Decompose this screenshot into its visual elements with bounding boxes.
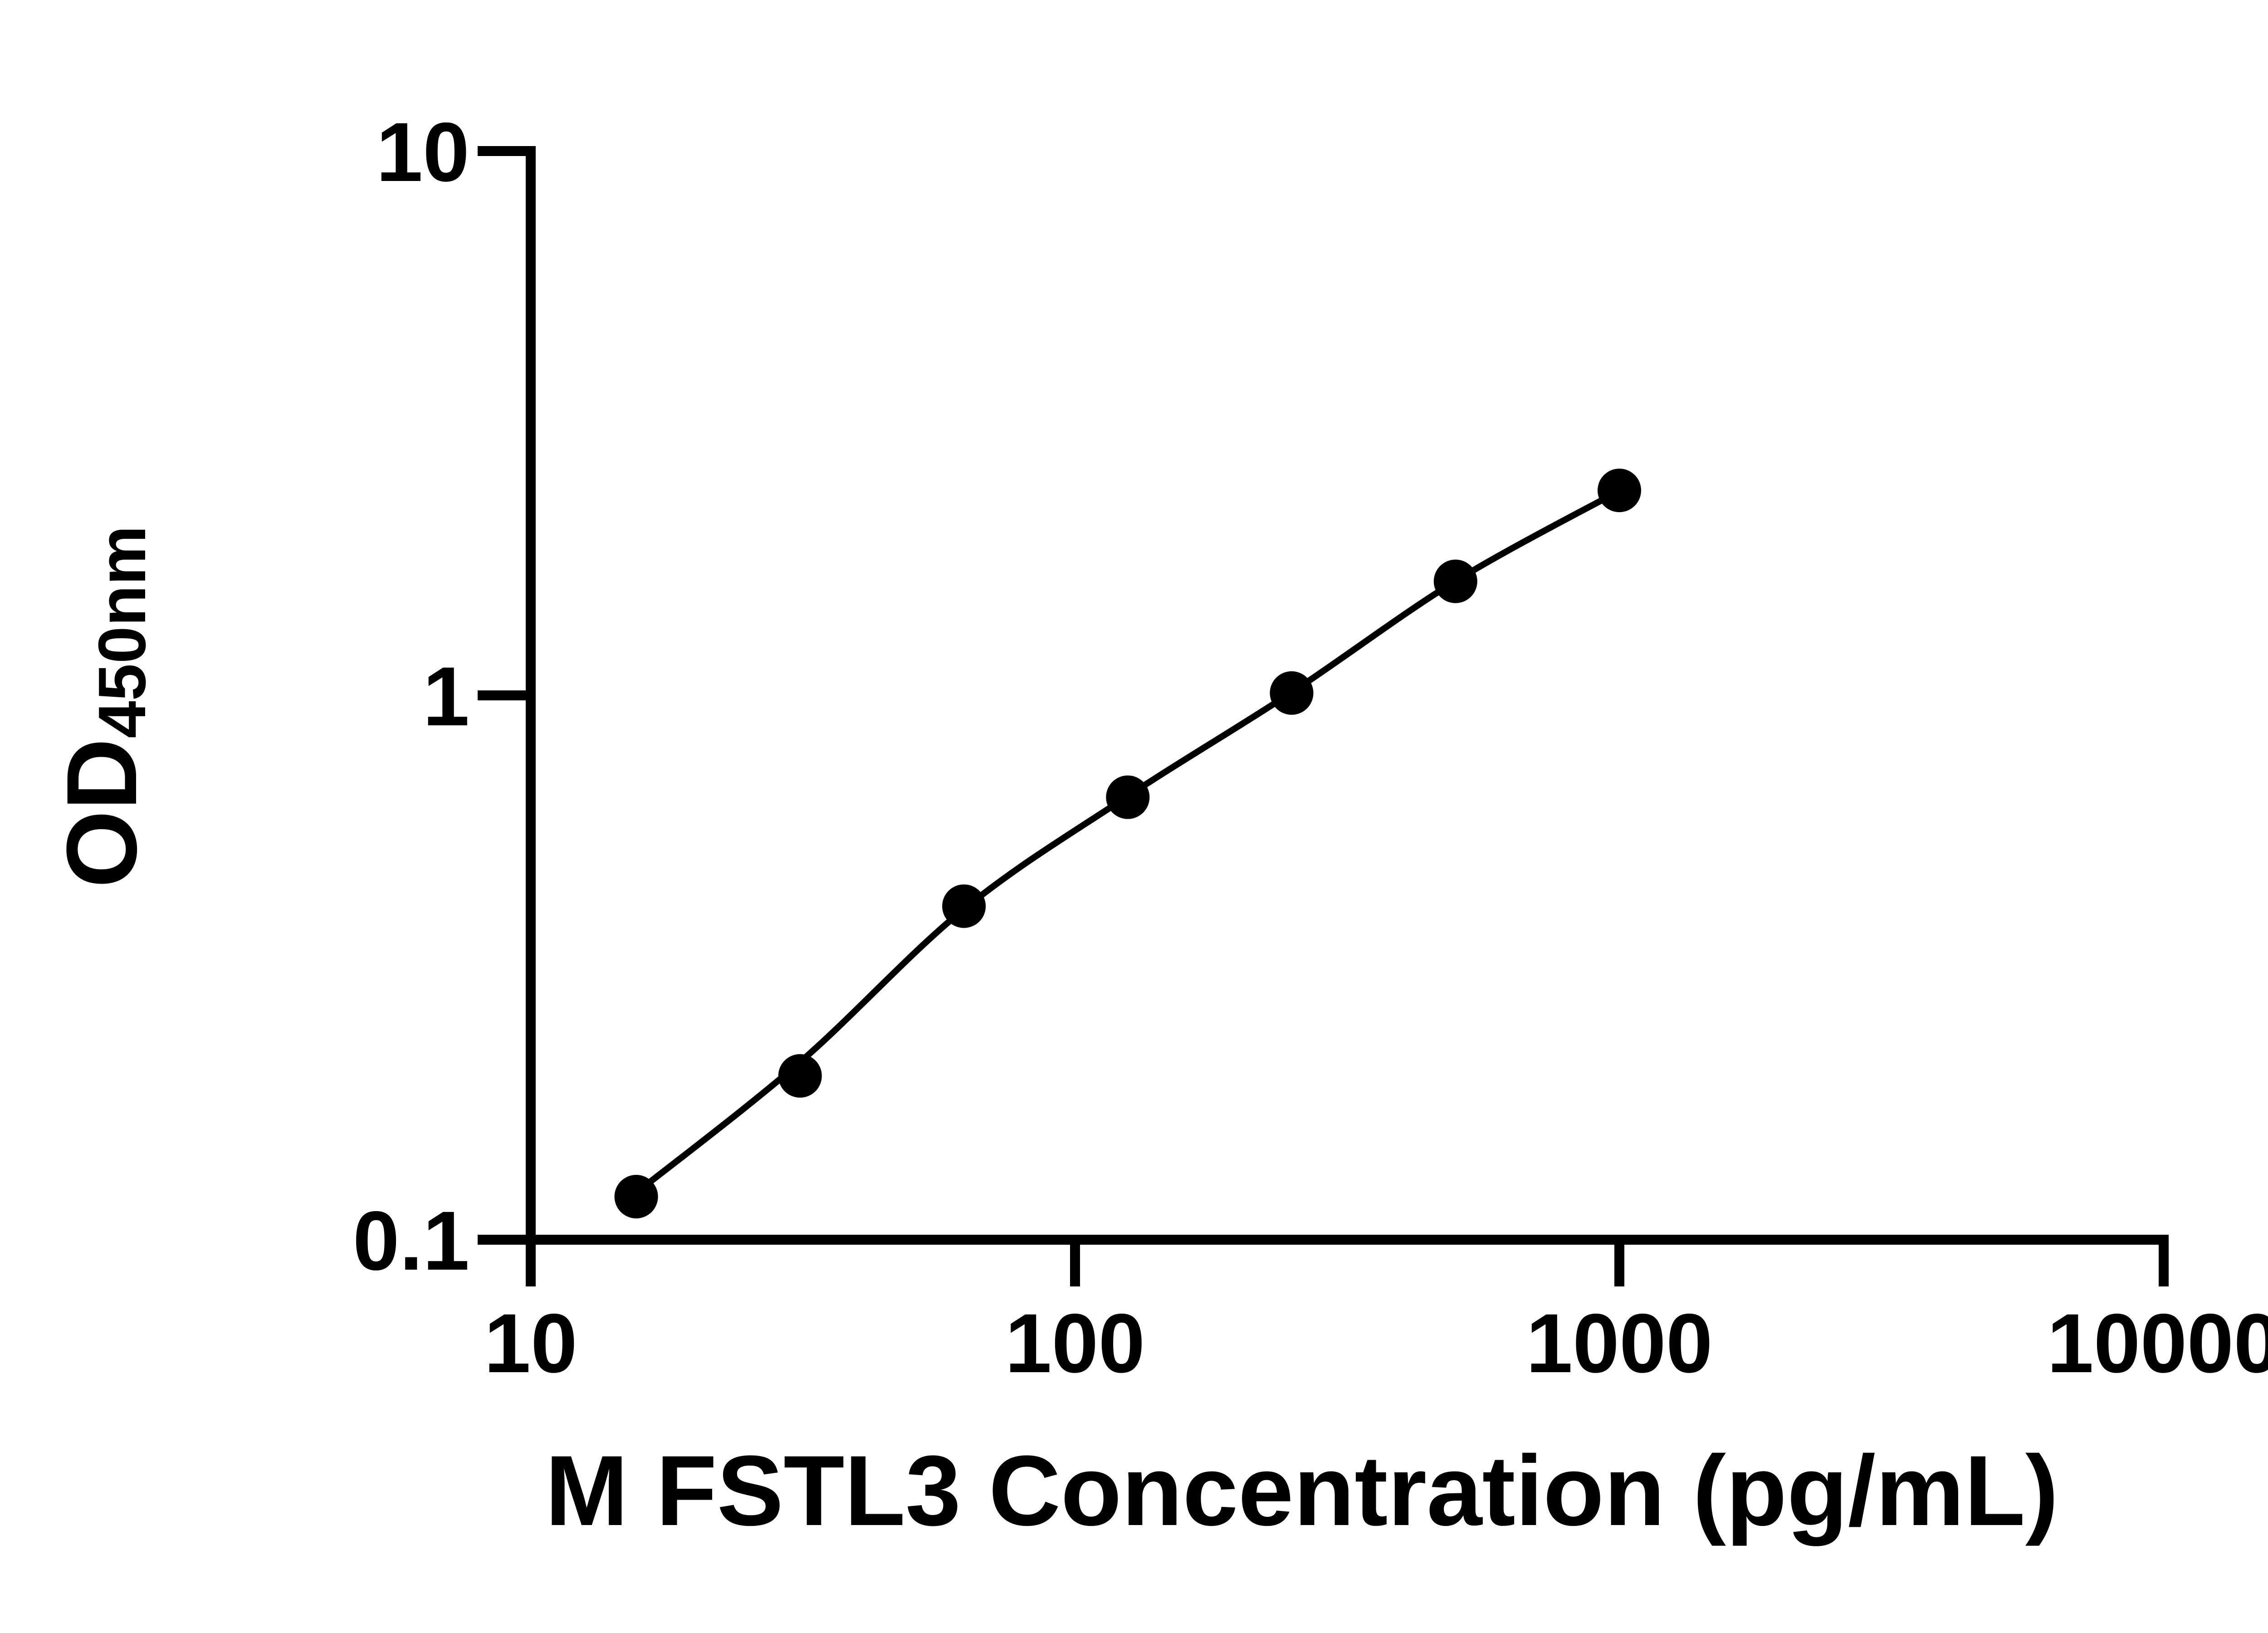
- axes: [526, 146, 2169, 1286]
- x-tick-label: 10000: [2047, 1297, 2268, 1390]
- y-axis-title: OD450nm: [46, 526, 160, 888]
- y-axis-title-main: OD: [46, 738, 157, 888]
- data-point: [1598, 469, 1641, 513]
- y-tick: [478, 146, 531, 156]
- x-tick-labels: 10 100 1000 10000: [484, 1297, 2268, 1390]
- y-axis-ticks: [478, 146, 531, 1245]
- data-point: [614, 1175, 658, 1218]
- data-point: [1433, 559, 1477, 603]
- x-tick-label: 10: [484, 1297, 577, 1390]
- x-tick: [526, 1240, 536, 1286]
- y-tick-label: 1: [423, 650, 469, 743]
- data-point: [1270, 671, 1314, 715]
- data-point: [778, 1054, 822, 1098]
- x-tick-label: 100: [1005, 1297, 1145, 1390]
- y-tick-label: 10: [376, 106, 469, 199]
- x-axis-ticks: [526, 1240, 2169, 1286]
- x-axis-line: [526, 1235, 2169, 1245]
- x-tick: [1614, 1240, 1624, 1286]
- x-tick: [2159, 1240, 2169, 1286]
- x-tick: [1070, 1240, 1080, 1286]
- data-points: [614, 469, 1641, 1218]
- x-tick-label: 1000: [1526, 1297, 1713, 1390]
- y-tick-label: 0.1: [353, 1194, 469, 1288]
- y-tick: [478, 690, 531, 700]
- y-axis-line: [526, 146, 536, 1286]
- x-axis-title: M FSTL3 Concentration (pg/mL): [545, 1435, 2058, 1546]
- y-axis-title-sub: 450nm: [85, 526, 160, 738]
- y-tick: [478, 1235, 531, 1245]
- data-point: [1106, 775, 1150, 819]
- y-tick-labels: 0.1 1 10: [353, 106, 469, 1288]
- data-point: [942, 884, 986, 928]
